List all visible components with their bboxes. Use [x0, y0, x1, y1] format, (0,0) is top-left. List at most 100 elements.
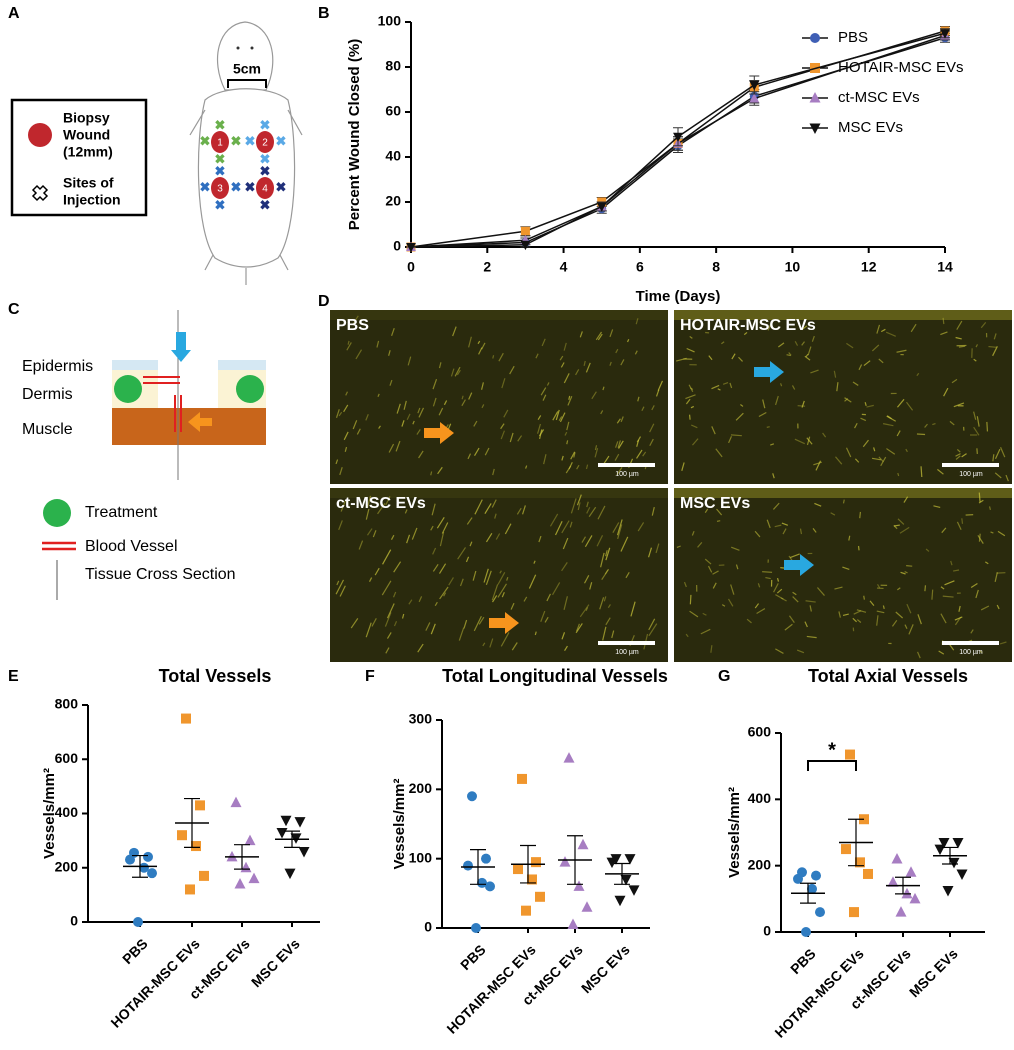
- vessel-texture: [1000, 446, 1006, 458]
- data-point: [849, 907, 859, 918]
- vessel-texture: [842, 566, 850, 571]
- vessel-texture: [942, 317, 945, 325]
- vessel-texture: [559, 355, 564, 361]
- vessel-texture: [596, 535, 604, 547]
- vessel-texture: [605, 617, 611, 626]
- vessel-texture: [576, 464, 580, 470]
- vessel-texture: [484, 447, 490, 456]
- x-tick-label: MSC EVs: [578, 941, 633, 996]
- vessel-texture: [801, 341, 805, 346]
- panel-letter: C: [8, 301, 20, 318]
- vessel-texture: [528, 574, 537, 589]
- y-tick-label: 0: [424, 919, 432, 935]
- scale-label: 100 µm: [959, 649, 983, 656]
- vessel-texture: [438, 362, 442, 369]
- vessel-texture: [525, 465, 528, 469]
- vessel-texture: [352, 315, 359, 325]
- data-point: [234, 878, 246, 889]
- vessel-texture: [980, 321, 987, 329]
- vessel-texture: [539, 429, 543, 440]
- vessel-texture: [814, 502, 822, 507]
- y-tick-label: 0: [393, 238, 401, 254]
- vessel-texture: [689, 335, 693, 339]
- injection-icon: [31, 184, 49, 202]
- vessel-texture: [588, 506, 597, 518]
- data-point: [940, 29, 950, 39]
- vessel-texture: [765, 576, 771, 580]
- vessel-texture: [385, 496, 391, 506]
- vessel-texture: [690, 424, 698, 429]
- vessel-texture: [501, 592, 505, 598]
- vessel-texture: [494, 513, 497, 519]
- chart-title: Total Longitudinal Vessels: [442, 666, 668, 686]
- arrow: [489, 612, 519, 634]
- vessel-texture: [804, 621, 808, 628]
- vessel-texture: [458, 627, 465, 641]
- vessel-texture: [788, 615, 795, 624]
- vessel-texture: [845, 447, 852, 458]
- vessel-texture: [789, 553, 800, 559]
- data-point: [230, 796, 242, 808]
- svg-text:✖: ✖: [231, 179, 242, 194]
- vessel-texture: [906, 565, 913, 567]
- arrow: [171, 332, 191, 362]
- vessel-texture: [630, 601, 636, 617]
- data-point: [520, 226, 530, 236]
- vessel-texture: [707, 565, 713, 573]
- vessel-texture: [869, 600, 875, 606]
- vessel-texture: [401, 420, 405, 427]
- data-point: [749, 80, 760, 91]
- vessel-texture: [489, 638, 494, 648]
- vessel-texture: [735, 564, 739, 570]
- vessel-texture: [955, 453, 961, 457]
- vessel-texture: [478, 616, 485, 625]
- micrograph: [330, 310, 668, 484]
- vessel-texture: [708, 355, 713, 361]
- vessel-texture: [434, 601, 438, 607]
- vessel-texture: [388, 443, 395, 453]
- data-point: [191, 841, 201, 852]
- layer-label: Muscle: [22, 421, 73, 438]
- vessel-texture: [481, 382, 484, 390]
- vessel-texture: [473, 615, 482, 632]
- vessel-texture: [425, 622, 431, 631]
- vessel-texture: [602, 386, 605, 391]
- vessel-texture: [844, 397, 852, 403]
- vessel-texture: [973, 411, 977, 420]
- vessel-texture: [722, 382, 729, 385]
- sem-bar: [470, 849, 486, 885]
- vessel-texture: [895, 611, 904, 619]
- vessel-texture: [992, 454, 995, 462]
- vessel-texture: [754, 530, 761, 538]
- data-point: [863, 868, 873, 879]
- data-point: [673, 132, 683, 143]
- vessel-texture: [863, 595, 865, 600]
- vessel-texture: [871, 344, 880, 352]
- vessel-texture: [937, 468, 944, 475]
- wound-number: 1: [217, 138, 223, 149]
- vessel-texture: [616, 467, 623, 476]
- data-point: [577, 838, 589, 850]
- vessel-texture: [368, 577, 373, 582]
- vessel-texture: [594, 445, 598, 451]
- panel-letter: A: [8, 5, 20, 22]
- vessel-texture: [838, 611, 841, 618]
- vessel-texture: [925, 548, 930, 552]
- vessel-texture: [406, 534, 411, 544]
- vessel-texture: [343, 431, 349, 441]
- vessel-texture: [620, 536, 629, 552]
- vessel-texture: [558, 416, 563, 421]
- y-tick-label: 100: [378, 13, 402, 29]
- vessel-texture: [906, 603, 912, 614]
- vessel-texture: [636, 436, 642, 443]
- vessel-texture: [386, 632, 392, 639]
- data-point: [199, 870, 209, 881]
- vessel-texture: [439, 586, 449, 600]
- y-axis-label: Vessels/mm²: [41, 768, 58, 859]
- vessel-texture: [469, 541, 473, 547]
- vessel-texture: [689, 610, 699, 618]
- legend-text: Tissue Cross Section: [85, 566, 236, 583]
- vessel-texture: [978, 499, 984, 504]
- sem-bar: [520, 844, 536, 884]
- arrow: [784, 554, 814, 576]
